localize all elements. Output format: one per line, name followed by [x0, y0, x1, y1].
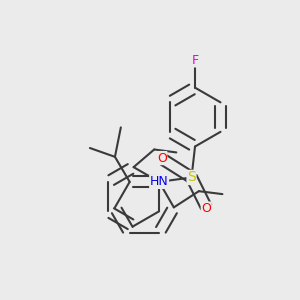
Text: O: O	[201, 202, 211, 215]
Text: S: S	[187, 170, 196, 184]
Text: F: F	[191, 54, 199, 67]
Text: O: O	[157, 152, 167, 165]
Text: HN: HN	[150, 176, 169, 188]
